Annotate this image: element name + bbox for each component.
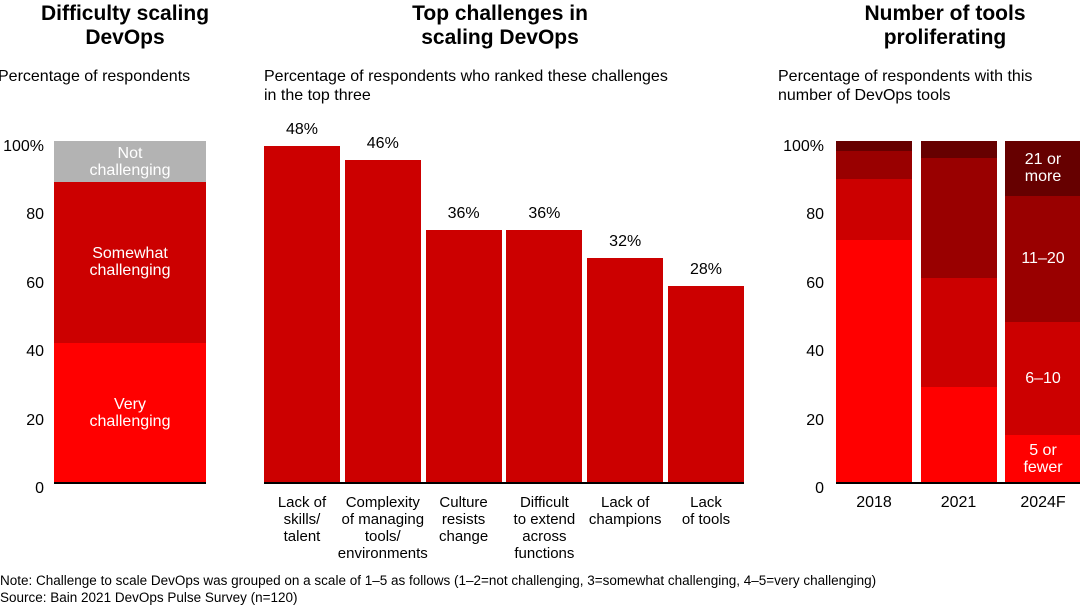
stacked-segment [920,387,997,483]
x-tick-label: Lack of tools [681,494,731,528]
x-axis [264,482,744,484]
data-label: 48% [285,121,319,138]
bar [506,230,583,483]
y-tick-label: 0 [815,480,824,497]
data-label: 36% [528,205,561,223]
bar [425,230,502,483]
note: Note: Challenge to scale DevOps was grou… [0,573,877,588]
y-tick-label: 20 [26,411,44,429]
segment-label: 5 or fewer [1023,442,1063,477]
y-tick-label: 40 [806,343,824,361]
chart3-title: Number of tools proliferating [864,2,1026,49]
stacked-segment [1005,435,1080,483]
segment-label: 6–10 [1025,369,1061,387]
x-tick-label: Complexity of managing tools/ environmen… [337,494,428,562]
segment-label: Very challenging [89,395,171,430]
stacked-segment [836,141,912,152]
bar [344,160,421,483]
x-axis [54,482,206,484]
segment-label: 21 or more [1024,151,1062,186]
stacked-segment [54,141,206,183]
segment-label: 11–20 [1021,249,1065,267]
stacked-segment [54,182,206,343]
bar [668,286,744,483]
stacked-segment [836,178,912,241]
y-tick-label: 100% [3,138,44,155]
y-tick-label: 20 [806,411,824,429]
x-tick-label: 2021 [940,494,977,511]
bar [264,146,340,483]
stacked-segment [1005,195,1080,323]
data-label: 36% [447,205,480,223]
x-tick-label: Lack of skills/ talent [277,494,327,545]
x-tick-label: Difficult to extend across functions [513,494,576,562]
x-axis [836,482,1080,484]
chart2-title: Top challenges in scaling DevOps [412,2,588,49]
y-tick-label: 40 [26,343,44,361]
chart3-subtitle: Percentage of respondents with this numb… [778,68,1033,104]
stacked-segment [920,141,997,159]
segment-label: Somewhat challenging [89,245,171,280]
x-tick-label: 2018 [856,494,892,511]
stacked-segment [836,240,912,483]
data-label: 46% [366,135,399,153]
y-tick-label: 60 [26,274,44,292]
y-tick-label: 0 [35,480,44,497]
x-tick-label: Lack of champions [588,494,662,528]
segment-label: Not challenging [89,144,171,179]
stacked-segment [54,342,206,483]
chart1-subtitle: Percentage of respondents [0,68,191,85]
stacked-segment [1005,141,1080,196]
chart2-subtitle: Percentage of respondents who ranked the… [264,68,668,104]
data-label: 28% [689,261,723,279]
stacked-segment [836,151,912,179]
stacked-segment [1005,322,1080,436]
stacked-segment [920,158,997,278]
y-tick-label: 80 [806,206,824,224]
bar [587,258,664,483]
y-tick-label: 100% [783,138,824,155]
stacked-segment [920,277,997,388]
y-tick-label: 80 [26,206,44,224]
data-label: 32% [609,233,642,251]
y-tick-label: 60 [806,274,824,292]
source: Source: Bain 2021 DevOps Pulse Survey (n… [0,590,298,605]
x-tick-label: 2024F [1020,494,1066,511]
x-tick-label: Culture resists change [438,494,489,545]
chart1-title: Difficulty scaling DevOps [40,2,210,49]
